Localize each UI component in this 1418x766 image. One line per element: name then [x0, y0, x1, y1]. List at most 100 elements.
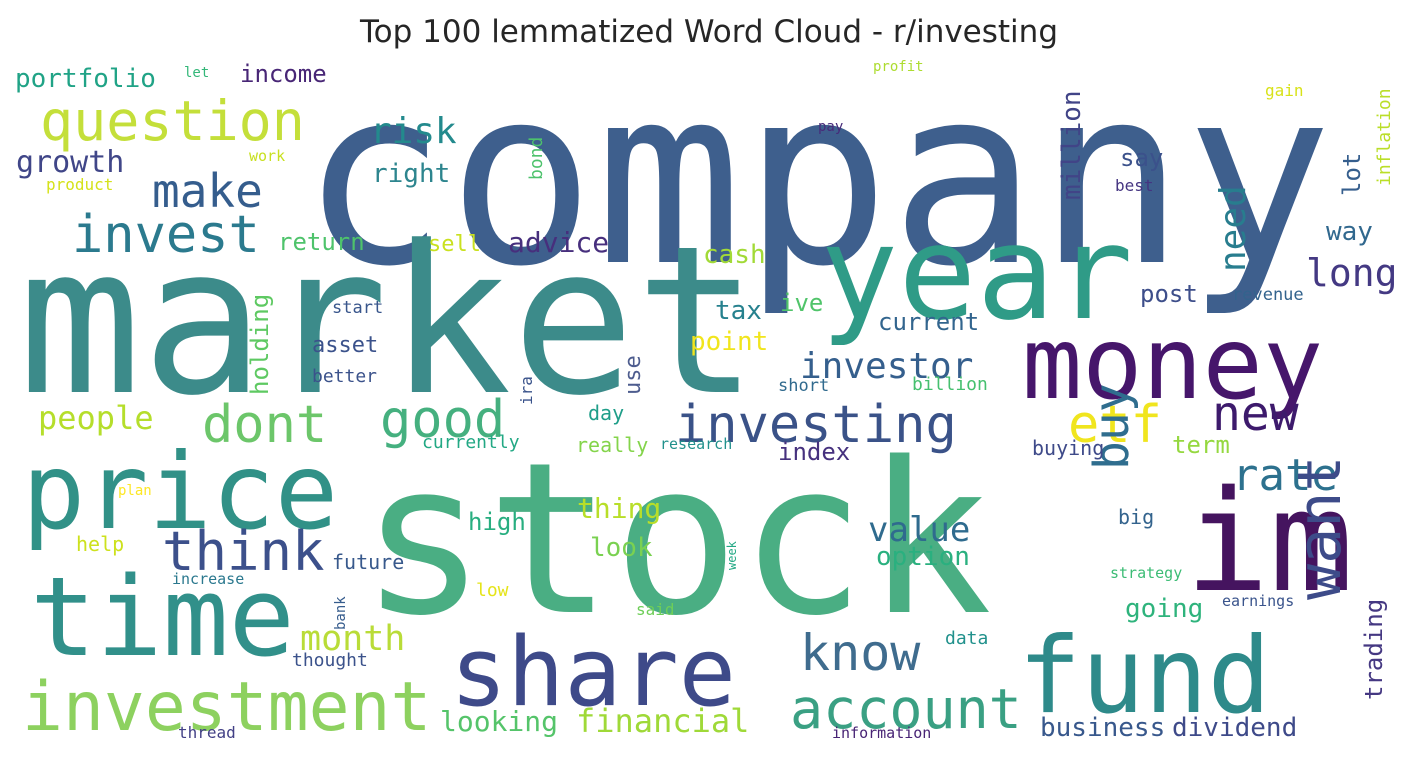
word-ira: ira [517, 376, 536, 405]
word-ive: ive [780, 289, 823, 317]
word-big: big [1118, 505, 1154, 529]
word-stock: stock [360, 417, 992, 662]
word-increase: increase [172, 570, 244, 588]
word-week: week [725, 540, 739, 570]
word-best: best [1115, 176, 1154, 195]
word-bond: bond [526, 137, 547, 180]
word-fund: fund [1018, 615, 1271, 737]
word-buying: buying [1032, 436, 1104, 460]
word-dividend: dividend [1172, 713, 1297, 743]
word-going: going [1125, 594, 1203, 624]
word-revenue: revenue [1232, 285, 1304, 305]
word-time: time [30, 553, 295, 681]
word-thought: thought [292, 650, 368, 671]
word-account: account [790, 677, 1022, 741]
word-portfolio: portfolio [15, 64, 156, 94]
word-invest: invest [72, 205, 260, 265]
word-said: said [636, 600, 675, 619]
word-index: index [778, 438, 850, 466]
word-sell: sell [428, 232, 481, 257]
word-question: question [40, 89, 305, 153]
word-financial: financial [576, 702, 749, 740]
word-really: really [576, 433, 648, 457]
word-better: better [312, 366, 377, 387]
word-year: year [820, 197, 1133, 349]
word-product: product [46, 175, 113, 194]
word-look: look [590, 533, 653, 563]
word-advice: advice [508, 226, 609, 259]
word-asset: asset [312, 333, 378, 358]
word-information: information [832, 724, 931, 742]
word-post: post [1140, 280, 1198, 308]
word-research: research [660, 435, 732, 453]
word-need: need [1213, 185, 1254, 272]
word-start: start [332, 298, 383, 318]
word-inflation: inflation [1374, 88, 1395, 186]
word-current: current [878, 308, 979, 336]
word-return: return [278, 228, 365, 256]
word-income: income [240, 60, 327, 88]
word-lot: lot [1338, 153, 1366, 196]
word-think: think [162, 520, 325, 583]
chart-title: Top 100 lemmatized Word Cloud - r/invest… [360, 14, 1058, 50]
word-thread: thread [178, 723, 236, 742]
word-strategy: strategy [1110, 564, 1182, 582]
word-people: people [38, 399, 154, 437]
word-data: data [945, 628, 988, 649]
word-investor: investor [800, 346, 973, 387]
word-investment: investment [22, 668, 431, 747]
word-high: high [468, 508, 526, 536]
word-know: know [800, 624, 921, 682]
word-good: good [380, 390, 505, 450]
word-trading: trading [1360, 599, 1388, 700]
word-etf: etf [1068, 395, 1162, 455]
word-company: company [300, 35, 1333, 320]
word-let: let [184, 65, 209, 81]
word-rate: rate [1232, 450, 1338, 501]
word-help: help [76, 532, 124, 556]
word-short: short [778, 376, 829, 396]
word-million: million [1057, 90, 1087, 200]
word-term: term [1172, 431, 1230, 459]
word-earnings: earnings [1222, 592, 1294, 610]
word-gain: gain [1265, 81, 1304, 100]
word-investing: investing [675, 395, 957, 455]
word-low: low [476, 580, 509, 601]
word-im: im [1185, 461, 1354, 624]
word-currently: currently [422, 432, 520, 453]
word-tax: tax [715, 296, 762, 326]
word-right: right [372, 159, 450, 189]
word-value: value [868, 510, 970, 550]
word-price: price [22, 431, 338, 553]
word-month: month [300, 619, 405, 659]
word-risk: risk [370, 111, 457, 152]
word-pay: pay [818, 119, 843, 135]
word-day: day [588, 401, 624, 425]
word-say: say [1120, 144, 1163, 172]
word-use: use [621, 355, 646, 395]
word-holding: holding [246, 294, 274, 395]
word-long: long [1306, 251, 1398, 295]
word-thing: thing [577, 492, 661, 525]
word-work: work [249, 147, 285, 165]
word-growth: growth [16, 145, 124, 180]
word-dont: dont [202, 395, 327, 455]
word-profit: profit [873, 59, 924, 75]
word-new: new [1212, 386, 1299, 442]
word-future: future [332, 550, 404, 574]
word-make: make [152, 164, 263, 218]
word-want: want [1285, 456, 1355, 601]
word-point: point [690, 327, 768, 357]
word-cash: cash [703, 240, 766, 270]
word-option: option [876, 542, 970, 572]
word-market: market [18, 203, 759, 441]
word-bank: bank [333, 596, 349, 630]
word-share: share [450, 618, 736, 728]
word-plan: plan [118, 483, 152, 499]
word-way: way [1326, 217, 1373, 247]
word-money: money [1022, 305, 1323, 422]
word-looking: looking [440, 705, 558, 738]
word-business: business [1040, 713, 1165, 743]
word-buy: buy [1084, 383, 1140, 470]
